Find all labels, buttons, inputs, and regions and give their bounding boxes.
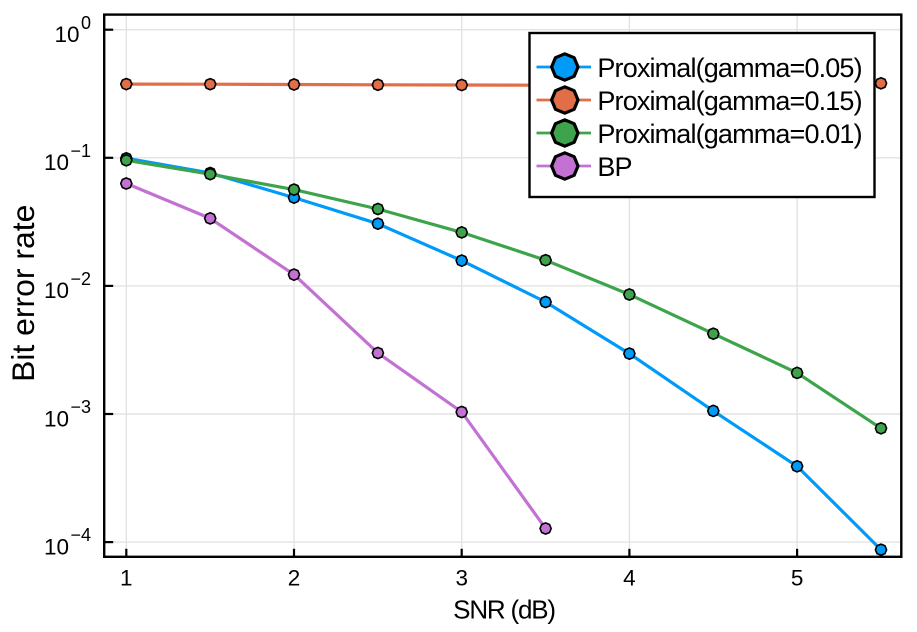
svg-text:10: 10	[44, 406, 69, 431]
svg-text:−2: −2	[70, 269, 91, 289]
svg-text:Proximal(gamma=0.15): Proximal(gamma=0.15)	[597, 86, 861, 116]
svg-text:Proximal(gamma=0.01): Proximal(gamma=0.01)	[597, 119, 861, 149]
svg-text:2: 2	[288, 566, 301, 591]
svg-text:SNR (dB): SNR (dB)	[453, 595, 555, 625]
svg-text:Proximal(gamma=0.05): Proximal(gamma=0.05)	[597, 53, 861, 83]
svg-text:−1: −1	[70, 141, 91, 161]
svg-text:10: 10	[44, 150, 69, 175]
svg-text:3: 3	[455, 566, 468, 591]
svg-text:BP: BP	[597, 152, 631, 182]
svg-text:0: 0	[81, 13, 91, 33]
svg-text:−3: −3	[70, 397, 91, 417]
svg-text:4: 4	[623, 566, 636, 591]
svg-text:Bit error rate: Bit error rate	[5, 205, 41, 382]
svg-text:10: 10	[44, 534, 69, 559]
svg-text:−4: −4	[70, 525, 91, 545]
svg-text:5: 5	[791, 566, 804, 591]
svg-text:10: 10	[54, 22, 79, 47]
svg-text:1: 1	[120, 566, 133, 591]
svg-text:10: 10	[44, 278, 69, 303]
